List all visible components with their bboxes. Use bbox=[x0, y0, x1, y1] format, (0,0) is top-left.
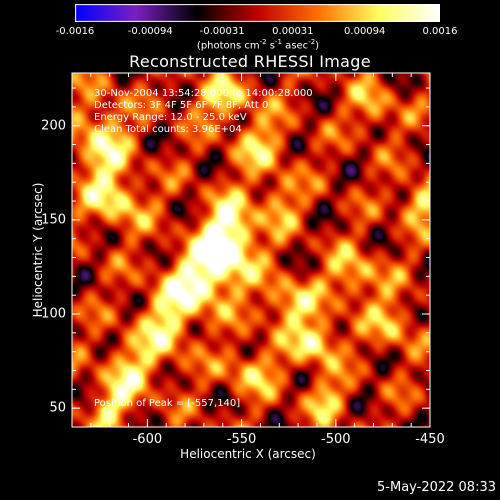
annotation-detectors: Detectors: 3F 4F 5F 6F 7F 8F, Att 0 bbox=[94, 100, 269, 111]
colorbar-tick-label: 0.0016 bbox=[422, 26, 458, 37]
y-axis-label: Heliocentric Y (arcsec) bbox=[31, 182, 45, 318]
colorbar-unit-label: (photons cm-2 s-1 asec-2) bbox=[196, 38, 320, 52]
y-tick-label: 200 bbox=[41, 118, 66, 134]
plot-frame bbox=[71, 72, 431, 428]
footer-date: 5-May-2022 08:33 bbox=[377, 480, 496, 495]
x-tick-label: -450 bbox=[415, 432, 445, 447]
heatmap-image bbox=[72, 73, 430, 427]
chart-title: Reconstructed RHESSI Image bbox=[129, 52, 371, 71]
colorbar-tick-label: -0.00031 bbox=[199, 26, 245, 37]
colorbar-tick-label: 0.00094 bbox=[344, 26, 386, 37]
colorbar-tick-label: -0.00094 bbox=[127, 26, 173, 37]
colorbar bbox=[75, 4, 440, 22]
annotation-clean-counts: Clean Total counts: 3.96E+04 bbox=[94, 124, 242, 135]
y-tick-label: 150 bbox=[41, 212, 66, 228]
x-tick-label: -500 bbox=[321, 432, 351, 447]
annotation-energy-range: Energy Range: 12.0 - 25.0 keV bbox=[94, 112, 247, 123]
x-tick-label: -600 bbox=[132, 432, 163, 447]
y-tick-label: 100 bbox=[41, 306, 66, 322]
colorbar-tick-label: 0.00031 bbox=[272, 26, 314, 37]
colorbar-tick-label: -0.0016 bbox=[55, 26, 95, 37]
annotation-time-range: 30-Nov-2004 13:54:28.000 to 14:00:28.000 bbox=[94, 88, 313, 99]
x-tick-label: -550 bbox=[226, 432, 257, 447]
annotation-peak-position: Position of Peak = [-557,140] bbox=[94, 398, 241, 409]
y-tick-label: 50 bbox=[49, 400, 66, 416]
x-axis-label: Heliocentric X (arcsec) bbox=[180, 447, 316, 461]
